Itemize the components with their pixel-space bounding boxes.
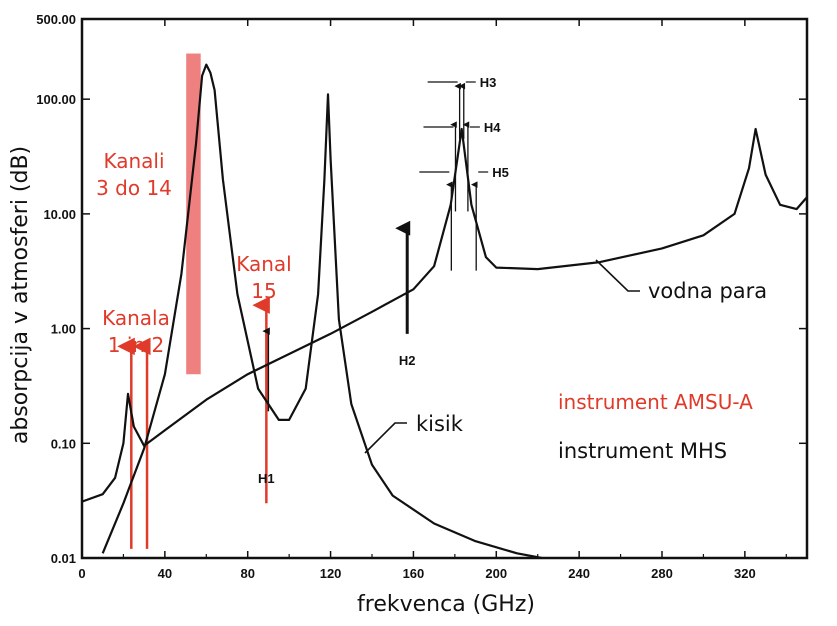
y-tick-label: 0.10: [51, 436, 76, 451]
mhs-label: H3: [480, 75, 497, 90]
x-tick-label: 160: [403, 566, 425, 581]
label-kanala-line1: Kanala: [102, 306, 170, 330]
x-tick-label: 0: [78, 566, 85, 581]
y-tick-label: 0.01: [51, 551, 76, 566]
label-kanali-line1: Kanali: [103, 149, 164, 173]
legend-mhs: instrument MHS: [558, 439, 727, 463]
y-tick-label: 1.00: [51, 322, 76, 337]
series-kisik: [101, 63, 543, 560]
x-tick-label: 40: [158, 566, 172, 581]
callout-kisik-leader: [364, 422, 407, 454]
callout-vodna-para-leader: [595, 259, 640, 292]
label-kanali-line2: 3 do 14: [96, 176, 172, 200]
x-tick-label: 320: [734, 566, 756, 581]
y-tick-label: 10.00: [43, 207, 76, 222]
x-axis: 0 40 80 120 160 200 240 280 320: [78, 19, 787, 581]
x-tick-label: 120: [320, 566, 342, 581]
mhs-h1-label: H1: [258, 471, 275, 486]
legend-amsu: instrument AMSU-A: [558, 390, 753, 414]
x-tick-label: 200: [485, 566, 507, 581]
x-axis-title: frekvenca (GHz): [357, 592, 535, 617]
callout-kisik: kisik: [416, 412, 464, 436]
x-tick-label: 280: [651, 566, 673, 581]
mhs-label: H4: [484, 120, 501, 135]
mhs-label: H5: [492, 165, 509, 180]
plot-area-frame: [80, 17, 809, 560]
mhs-h2-label: H2: [399, 353, 416, 368]
label-kanala-line2: 1 in 2: [108, 333, 164, 357]
mhs-markers: H1 H2 H3 H4 H5: [258, 75, 509, 486]
y-tick-label: 100.00: [36, 92, 76, 107]
x-tick-label: 80: [240, 566, 254, 581]
channel-markers: [117, 53, 270, 549]
label-kanal15-line2: 15: [251, 279, 276, 303]
y-tick-label: 500.00: [36, 12, 76, 27]
y-axis-title: absorpcija v atmosferi (dB): [8, 146, 33, 444]
callout-vodna-para: vodna para: [648, 279, 767, 303]
x-tick-label: 240: [568, 566, 590, 581]
label-kanal15-line1: Kanal: [236, 252, 292, 276]
